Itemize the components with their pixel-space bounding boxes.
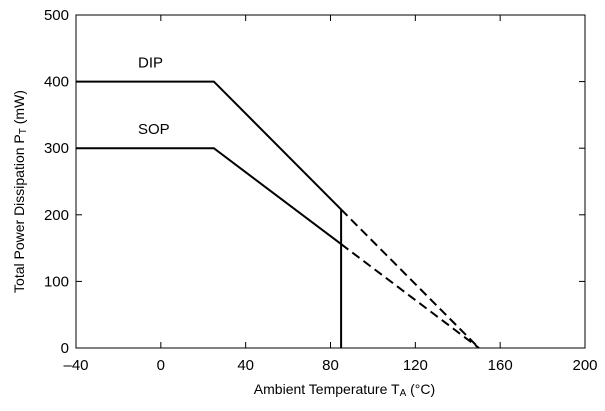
x-axis-title: Ambient Temperature TA (°C) (254, 381, 435, 399)
x-axis-title-sub: A (400, 388, 407, 399)
y-tick-label: 400 (44, 74, 69, 91)
y-axis-title-unit: (mW) (11, 90, 27, 128)
x-tick-label: –40 (63, 357, 88, 374)
y-tick-label: 100 (44, 273, 69, 290)
y-tick-label: 200 (44, 207, 69, 224)
sop-series-label: SOP (138, 121, 170, 138)
x-tick-label: 200 (572, 357, 597, 374)
x-tick-label: 40 (237, 357, 254, 374)
dip-solid-line (76, 80, 342, 211)
x-tick-label: 160 (488, 357, 513, 374)
x-tick-label: 0 (157, 357, 165, 374)
y-tick-label: 500 (44, 7, 69, 24)
x-tick-label: 80 (322, 357, 339, 374)
dip-series-label: DIP (138, 55, 163, 72)
y-axis-title-sub: T (18, 128, 29, 134)
x-tick-label: 120 (403, 357, 428, 374)
y-axis-title: Total Power Dissipation PT (mW) (11, 90, 29, 293)
x-axis-title-unit: (°C) (406, 381, 435, 397)
sop-dashed-line (340, 243, 480, 349)
dip-dashed-line (340, 208, 480, 349)
y-tick-label: 300 (44, 140, 69, 157)
x-axis-title-main: Ambient Temperature T (254, 381, 400, 397)
sop-solid-line (76, 147, 342, 245)
y-tick-label: 0 (61, 340, 69, 357)
series-group: DIP SOP (76, 55, 480, 349)
y-axis-title-main: Total Power Dissipation P (11, 134, 27, 293)
